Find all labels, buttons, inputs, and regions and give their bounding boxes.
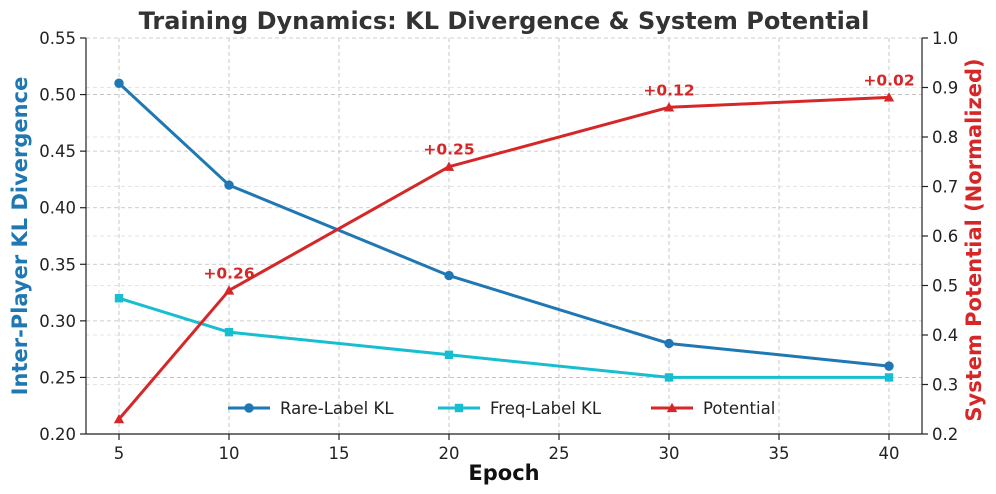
y-right-tick-label: 1.0 (932, 29, 958, 48)
legend: Rare-Label KL Freq-Label KL Potential (228, 399, 775, 418)
series-rare-label-kl (114, 78, 894, 371)
data-point (114, 78, 124, 88)
data-point (114, 294, 124, 303)
x-tick-label: 25 (549, 444, 570, 463)
x-axis-label: Epoch (468, 461, 539, 485)
y-right-tick-label: 0.4 (932, 326, 958, 345)
data-point (663, 102, 675, 112)
data-point (224, 180, 234, 190)
y-right-tick-label: 0.9 (932, 79, 958, 98)
y-left-tick-label: 0.40 (39, 199, 76, 218)
series-potential (113, 92, 895, 424)
data-point (223, 285, 235, 295)
annotation-label: +0.02 (863, 71, 914, 89)
series-line (117, 82, 890, 368)
y-left-tick-label: 0.50 (39, 86, 76, 105)
data-point (664, 373, 674, 382)
x-tick-label: 5 (114, 444, 125, 463)
y-left-tick-label: 0.20 (39, 425, 76, 444)
chart-title: Training Dynamics: KL Divergence & Syste… (139, 7, 870, 35)
data-point (444, 350, 454, 359)
y-right-tick-label: 0.8 (932, 128, 958, 147)
data-point (224, 327, 234, 337)
axes: 5 10 15 20 25 30 35 40 0.20 0.25 0.30 0.35 0.40 0.45 0… (39, 29, 958, 463)
y-left-tick-label: 0.35 (39, 255, 76, 274)
series-freq-label-kl (114, 294, 894, 382)
data-point (443, 161, 455, 171)
annotation-label: +0.25 (423, 141, 474, 159)
y-right-tick-label: 0.6 (932, 227, 958, 246)
data-point (884, 361, 894, 371)
series-layer (113, 78, 895, 424)
data-point (664, 338, 674, 349)
legend-label: Rare-Label KL (280, 399, 394, 418)
data-point (113, 413, 125, 424)
y-left-tick-label: 0.25 (39, 368, 76, 387)
y-right-tick-label: 0.2 (932, 425, 958, 444)
legend-item: Potential (651, 399, 775, 418)
legend-item: Rare-Label KL (228, 399, 394, 418)
data-point (883, 92, 895, 102)
y-left-tick-label: 0.30 (39, 312, 76, 331)
legend-marker (666, 402, 678, 413)
data-point (444, 270, 454, 281)
series-line (118, 296, 889, 379)
data-point (884, 373, 894, 382)
x-tick-label: 10 (219, 444, 240, 463)
x-tick-label: 20 (439, 444, 460, 463)
legend-label: Freq-Label KL (490, 399, 602, 418)
legend-marker (244, 403, 254, 413)
y-right-tick-label: 0.5 (932, 277, 958, 296)
y-axis-left-label: Inter-Player KL Divergence (8, 77, 32, 396)
y-axis-right-label: System Potential (Normalized) (962, 58, 986, 421)
y-right-tick-label: 0.7 (932, 178, 958, 197)
x-tick-label: 15 (329, 444, 350, 463)
y-right-tick-label: 0.3 (932, 376, 958, 395)
y-left-tick-label: 0.45 (39, 142, 76, 161)
legend-label: Potential (703, 399, 775, 418)
x-tick-label: 35 (769, 444, 790, 463)
series-line (117, 95, 890, 421)
x-tick-label: 40 (879, 444, 900, 463)
x-tick-label: 30 (659, 444, 680, 463)
annotation-label: +0.26 (203, 264, 254, 282)
grid (86, 37, 922, 435)
legend-item: Freq-Label KL (438, 399, 602, 418)
annotation-label: +0.12 (643, 81, 694, 99)
annotations: +0.26 +0.25 +0.12 +0.02 (203, 71, 914, 282)
legend-marker (454, 403, 464, 413)
y-left-tick-label: 0.55 (39, 29, 76, 48)
